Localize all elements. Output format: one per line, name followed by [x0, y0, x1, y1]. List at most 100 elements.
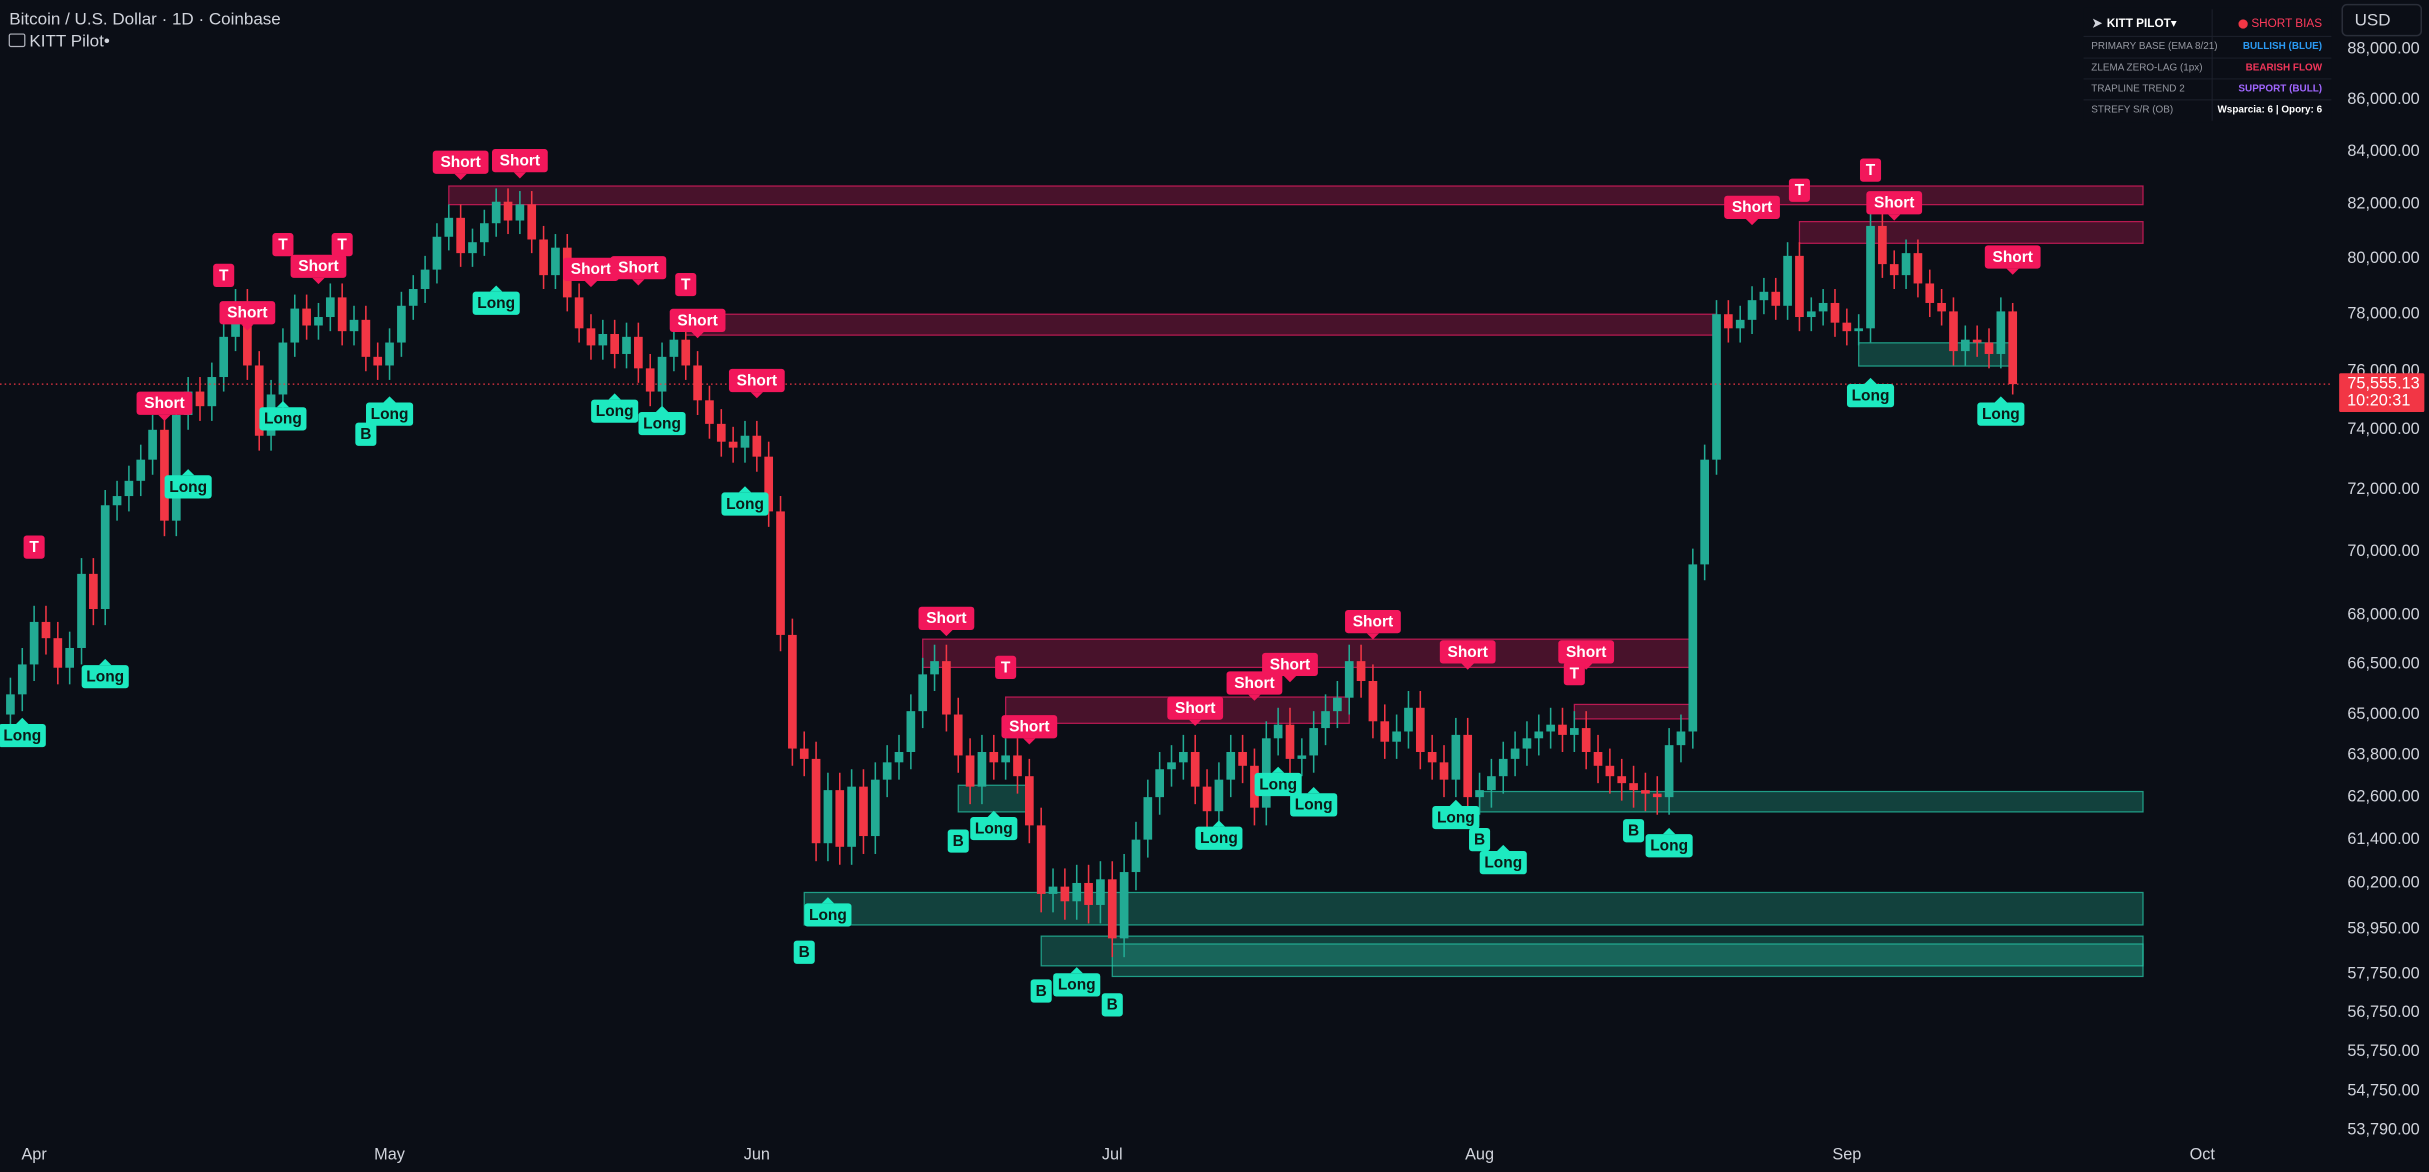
- candle-body: [479, 223, 489, 243]
- candle-body: [1806, 311, 1816, 318]
- signal-box: [136, 391, 193, 415]
- candle-body: [432, 236, 442, 270]
- signal-text: Short: [1353, 613, 1393, 630]
- currency-label[interactable]: USD: [2355, 10, 2391, 29]
- candle-body: [527, 204, 537, 240]
- signal-box: [721, 492, 769, 516]
- candle-body: [1688, 564, 1698, 732]
- candle-body: [29, 621, 39, 665]
- signal-text: Short: [571, 261, 611, 278]
- candle-body: [1593, 752, 1603, 766]
- signal-text: T: [29, 539, 39, 556]
- candle-body: [243, 302, 252, 366]
- signal-pointer: [1449, 799, 1463, 806]
- candle-body: [1960, 339, 1970, 352]
- candle-body: [65, 647, 75, 668]
- candle-body: [930, 661, 939, 675]
- candle-body: [1901, 253, 1911, 276]
- signal-pointer: [276, 401, 290, 408]
- signal-box: [1479, 851, 1527, 875]
- indicator-name[interactable]: KITT Pilot•: [29, 31, 109, 50]
- pilot-icon: [2092, 18, 2103, 28]
- signal-box: [669, 308, 726, 333]
- signal-text: Long: [1982, 406, 2020, 423]
- signal-label: T: [213, 263, 235, 288]
- panel-value: SHORT BIAS: [2251, 17, 2322, 30]
- signal-label: Long: [1846, 377, 1895, 408]
- signal-box: [675, 272, 697, 297]
- candle-body: [894, 752, 904, 763]
- candle-body: [1795, 255, 1804, 318]
- candle-body: [1534, 731, 1544, 739]
- panel-label: KITT PILOT▾: [2107, 17, 2177, 30]
- y-tick-label: 86,000.00: [2347, 90, 2419, 108]
- signal-label: Short: [1001, 715, 1058, 745]
- signal-label: Short: [1724, 195, 1780, 226]
- candle-body: [195, 391, 205, 407]
- signal-label: Long: [259, 401, 307, 431]
- signal-label: T: [995, 655, 1017, 680]
- signal-pointer: [1994, 396, 2008, 403]
- candle-body: [693, 365, 702, 401]
- candle-body: [254, 365, 264, 436]
- candle-body: [1226, 752, 1236, 780]
- signal-label: T: [23, 535, 45, 559]
- signal-pointer: [1212, 820, 1226, 827]
- candle-body: [1167, 762, 1176, 770]
- candle-body: [1060, 886, 1070, 902]
- signal-box: [81, 665, 129, 689]
- candle-body: [1013, 755, 1022, 777]
- signal-box: [793, 940, 815, 964]
- currency-button[interactable]: [2341, 3, 2423, 37]
- candle-body: [942, 661, 951, 715]
- candle-body: [397, 305, 406, 343]
- y-tick-label: 63,800.00: [2347, 746, 2419, 764]
- candle-body: [551, 247, 560, 276]
- candle-body: [1747, 300, 1757, 320]
- candle-body: [112, 496, 122, 506]
- candle-body: [598, 333, 608, 346]
- signal-text: Long: [477, 295, 515, 312]
- candle-body: [1119, 872, 1129, 939]
- y-tick-label: 72,000.00: [2347, 480, 2419, 498]
- signal-box: [432, 150, 489, 174]
- signal-pointer: [1248, 694, 1261, 701]
- signal-label: Long: [1977, 396, 2025, 426]
- candle-body: [456, 217, 465, 254]
- signal-pointer: [632, 279, 645, 286]
- candle-body: [515, 204, 525, 221]
- signal-label: T: [272, 233, 294, 257]
- candle-body: [1250, 765, 1259, 808]
- candle-body: [1972, 339, 1982, 343]
- candle-body: [1759, 291, 1769, 301]
- signal-box: [970, 816, 1018, 841]
- candle-body: [1084, 882, 1093, 905]
- candle-body: [788, 634, 797, 749]
- x-tick-label: May: [374, 1145, 406, 1163]
- signal-box: [591, 399, 639, 423]
- signal-text: Long: [1295, 797, 1333, 814]
- signal-text: Long: [726, 496, 764, 513]
- candle-body: [1143, 797, 1153, 840]
- candle-body: [1664, 745, 1674, 798]
- y-tick-label: 74,000.00: [2347, 420, 2419, 438]
- signal-pointer: [513, 172, 527, 179]
- candle-body: [645, 368, 655, 392]
- x-tick-label: Jul: [1102, 1145, 1123, 1163]
- signal-label: B: [947, 829, 969, 853]
- candle-body: [302, 308, 311, 326]
- signal-box: [272, 233, 294, 257]
- plot-area: Short Short Short Short Short Short Short Short…: [0, 149, 2332, 1017]
- signal-pointer: [1745, 218, 1759, 226]
- signal-text: Long: [809, 907, 847, 924]
- candle-body: [1214, 779, 1224, 812]
- candle-body: [1131, 839, 1141, 873]
- signal-pointer: [1307, 787, 1320, 794]
- signal-text: B: [1107, 997, 1118, 1014]
- candle-body: [989, 752, 999, 763]
- signal-text: Short: [926, 610, 966, 627]
- x-tick-label: Apr: [21, 1145, 47, 1163]
- y-tick-label: 57,750.00: [2347, 964, 2419, 982]
